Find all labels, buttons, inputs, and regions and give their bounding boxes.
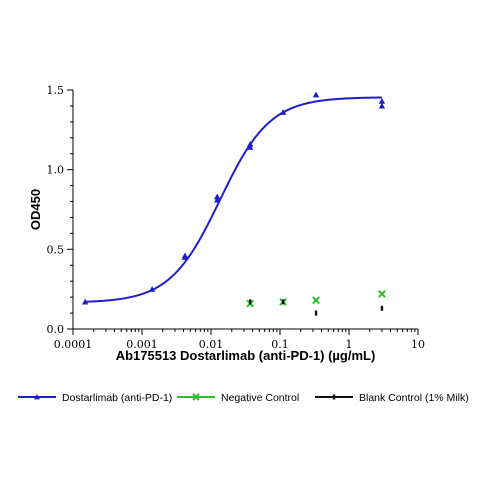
- y-tick-label: 1.0: [47, 164, 65, 177]
- x-tick-label: 0.01: [199, 338, 224, 351]
- data-point: [249, 299, 252, 305]
- data-point-stroke: [312, 296, 320, 305]
- legend-marker: [332, 394, 336, 400]
- y-tick-label: 0.0: [47, 323, 65, 336]
- data-point: [214, 196, 221, 203]
- data-point-stroke: [378, 290, 386, 298]
- legend-label: Blank Control (1% Milk): [359, 392, 469, 404]
- data-point: [81, 298, 89, 305]
- x-tick-label: 0.1: [271, 338, 289, 351]
- series-2: [249, 299, 384, 316]
- data-point: [312, 91, 320, 98]
- fit-curve-line: [85, 96, 382, 303]
- legend-item-0: Dostarlimab (anti-PD-1): [18, 392, 172, 404]
- x-tick-label: 10: [411, 338, 425, 351]
- data-point: [214, 193, 221, 200]
- data-point: [247, 140, 254, 147]
- data-point: [148, 285, 156, 292]
- x-tick-label: 1: [346, 338, 353, 351]
- plot-area: [81, 91, 386, 316]
- axes: [72, 90, 418, 330]
- data-point: [314, 310, 318, 316]
- x-tick-label: 0.0001: [54, 338, 93, 351]
- x-axis-title: Ab175513 Dostarlimab (anti-PD-1) (µg/mL): [116, 348, 376, 363]
- data-point: [312, 296, 320, 305]
- legend-marker: [34, 394, 40, 400]
- legend-marker-stroke: [192, 393, 200, 401]
- legend-item-2: Blank Control (1% Milk): [315, 392, 469, 404]
- y-axis-title: OD450: [28, 189, 43, 230]
- series-0: [81, 91, 386, 305]
- y-tick-label: 0.5: [47, 243, 65, 256]
- legend-item-1: Negative Control: [177, 392, 299, 404]
- data-point: [380, 305, 384, 311]
- legend-label: Dostarlimab (anti-PD-1): [62, 392, 172, 404]
- data-point: [181, 254, 189, 260]
- data-point: [279, 109, 287, 115]
- data-point: [378, 290, 386, 298]
- legend-label: Negative Control: [221, 392, 299, 404]
- y-tick-label: 1.5: [47, 84, 65, 97]
- data-point: [281, 299, 285, 305]
- series-1: [246, 290, 386, 308]
- data-point: [378, 97, 386, 104]
- data-point: [378, 102, 386, 109]
- data-point: [247, 144, 254, 150]
- legend: Dostarlimab (anti-PD-1) Negative Control B…: [18, 392, 469, 404]
- x-tick-label: 0.001: [126, 338, 158, 351]
- legend-marker: [192, 393, 200, 401]
- tick-marks: 0.0001 0.001 0.01 0.1 1 10 0.0 0.5 1.0 1.5: [47, 84, 426, 351]
